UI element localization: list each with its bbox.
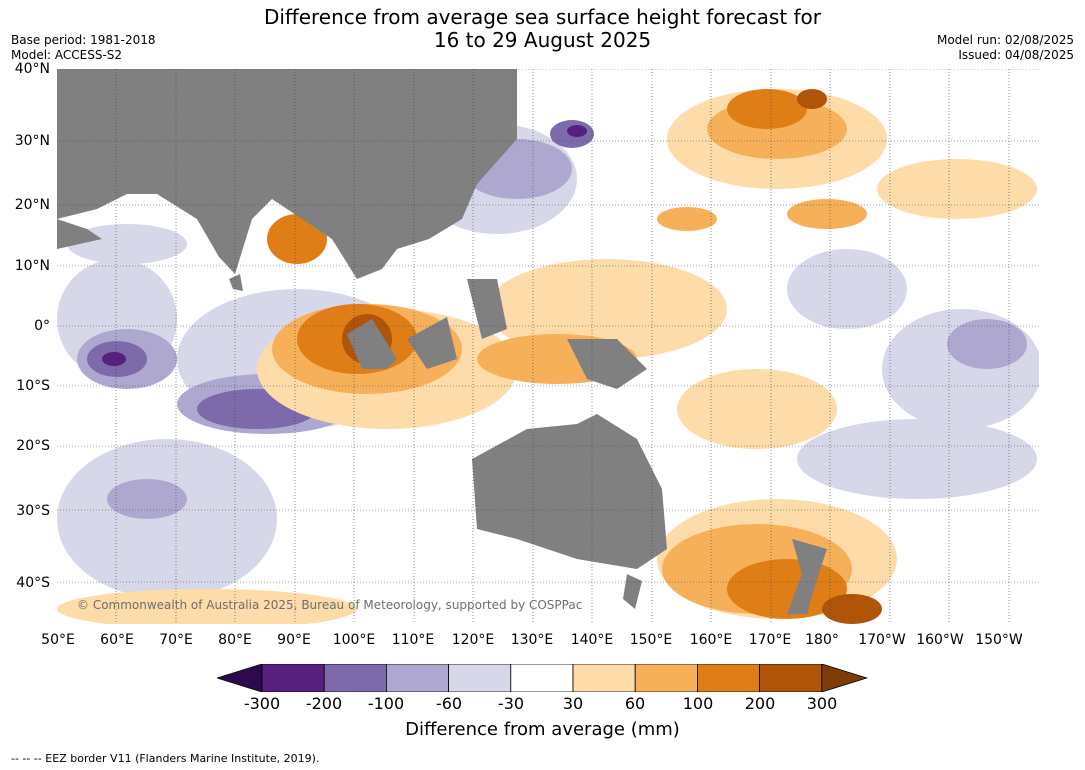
colorbar-segment [323, 664, 387, 692]
colorbar-segment [759, 664, 823, 692]
lat-label: 40°N [14, 61, 50, 77]
lon-label: 170°E [748, 632, 792, 648]
lon-label: 160°W [916, 632, 964, 648]
lon-label: 170°W [858, 632, 906, 648]
colorbar-tick-label: 100 [682, 694, 714, 713]
lat-label: 40°S [16, 575, 50, 591]
colorbar [217, 664, 869, 692]
lon-label: 80°E [218, 632, 252, 648]
map-title-line1: Difference from average sea surface heig… [263, 5, 822, 29]
lon-label: 120°E [451, 632, 495, 648]
colorbar-tick-label: -300 [243, 694, 281, 713]
lon-label: 180° [805, 632, 839, 648]
lon-label: 150°W [975, 632, 1023, 648]
colorbar-tick-label: -60 [435, 694, 463, 713]
colorbar-tick-label: -100 [367, 694, 405, 713]
colorbar-title: Difference from average (mm) [405, 719, 680, 740]
colorbar-segment [385, 664, 449, 692]
colorbar-tick-label: -30 [497, 694, 525, 713]
colorbar-segment [448, 664, 512, 692]
lon-label: 60°E [100, 632, 134, 648]
lat-label: 20°N [14, 197, 50, 213]
graticule [57, 69, 1039, 624]
lat-label: 20°S [16, 438, 50, 454]
colorbar-tick-label: 60 [624, 694, 646, 713]
lat-label: 0° [34, 318, 50, 334]
metadata-right: Model run: 02/08/2025 Issued: 04/08/2025 [937, 33, 1074, 63]
colorbar-extend-low [217, 664, 263, 692]
land-masses [57, 69, 827, 614]
colorbar-segment [696, 664, 760, 692]
lon-label: 160°E [689, 632, 733, 648]
lon-label: 100°E [332, 632, 376, 648]
lon-label: 70°E [159, 632, 193, 648]
sea-level-map: © Commonwealth of Australia 2025, Bureau… [57, 69, 1039, 624]
lon-label: 130°E [510, 632, 554, 648]
lat-label: 30°N [14, 133, 50, 149]
colorbar-segment [261, 664, 325, 692]
lon-label: 150°E [629, 632, 673, 648]
colorbar-tick-label: 200 [744, 694, 776, 713]
metadata-left: Base period: 1981-2018 Model: ACCESS-S2 [11, 33, 156, 63]
colorbar-extend-high [821, 664, 869, 692]
lon-label: 140°E [570, 632, 614, 648]
issued-text: Issued: 04/08/2025 [958, 48, 1074, 62]
colorbar-tick-label: -200 [305, 694, 343, 713]
lat-label: 10°N [14, 258, 50, 274]
copyright-watermark: © Commonwealth of Australia 2025, Bureau… [77, 598, 582, 612]
colorbar-segment [572, 664, 636, 692]
lat-label: 10°S [16, 378, 50, 394]
eez-border-note: -- -- -- EEZ border V11 (Flanders Marine… [11, 752, 320, 765]
map-title-line2: 16 to 29 August 2025 [433, 28, 652, 52]
lon-label: 50°E [41, 632, 75, 648]
lon-label: 110°E [391, 632, 435, 648]
colorbar-segment [634, 664, 698, 692]
lon-label: 90°E [277, 632, 311, 648]
base-period-text: Base period: 1981-2018 [11, 33, 156, 47]
model-run-text: Model run: 02/08/2025 [936, 33, 1074, 47]
lat-label: 30°S [16, 503, 50, 519]
colorbar-tick-label: 30 [562, 694, 584, 713]
model-text: Model: ACCESS-S2 [11, 48, 123, 62]
colorbar-segment [510, 664, 574, 692]
colorbar-tick-label: 300 [806, 694, 838, 713]
